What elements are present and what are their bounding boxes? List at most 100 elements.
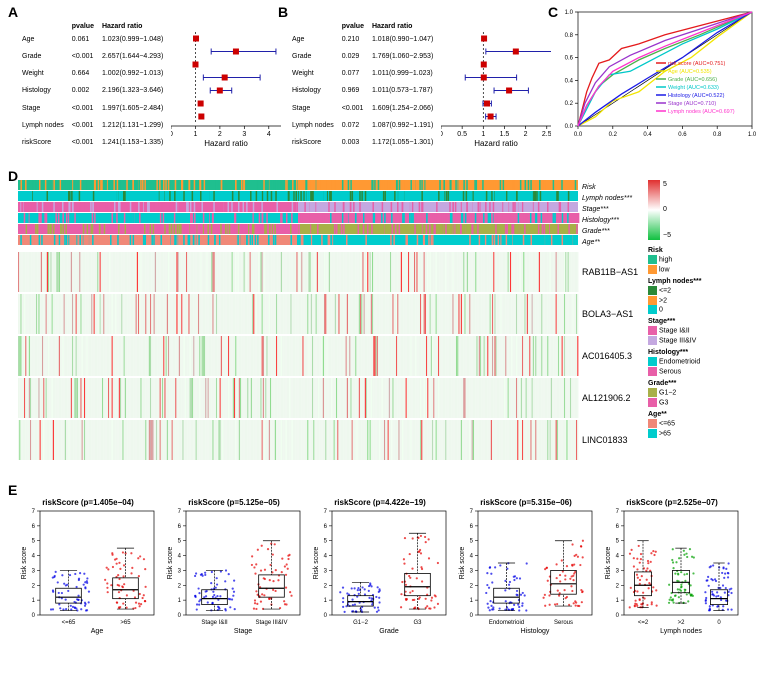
heatmap: RiskLymph nodes***Stage***Histology***Gr… (18, 180, 638, 470)
svg-text:<=2: <=2 (638, 620, 649, 626)
svg-text:0.6: 0.6 (678, 132, 687, 138)
svg-text:Lymph nodes: Lymph nodes (660, 628, 702, 635)
svg-text:7: 7 (178, 509, 182, 515)
panel-b-label: B (278, 4, 288, 20)
svg-text:Hazard ratio: Hazard ratio (204, 139, 248, 148)
svg-text:1: 1 (470, 598, 474, 604)
svg-text:Age (AUC=0.535): Age (AUC=0.535) (668, 69, 712, 75)
svg-text:2: 2 (218, 131, 222, 138)
svg-text:BOLA3−AS1: BOLA3−AS1 (582, 309, 633, 319)
svg-text:Grade***: Grade*** (582, 228, 610, 235)
svg-text:2.5: 2.5 (542, 131, 551, 138)
svg-text:risk score (AUC=0.751): risk score (AUC=0.751) (668, 61, 725, 67)
svg-text:2: 2 (32, 583, 36, 589)
forest-plot-a: pvalueHazard ratioAge0.0611.023(0.999−1.… (18, 22, 268, 151)
svg-text:0: 0 (470, 613, 474, 619)
svg-text:3: 3 (243, 131, 247, 138)
svg-text:4: 4 (267, 131, 271, 138)
svg-text:Histology (AUC=0.522): Histology (AUC=0.522) (668, 93, 725, 99)
svg-text:G3: G3 (413, 620, 422, 626)
svg-text:1: 1 (178, 598, 182, 604)
svg-text:0: 0 (178, 613, 182, 619)
svg-text:1: 1 (194, 131, 198, 138)
svg-text:0.4: 0.4 (643, 132, 652, 138)
panel-e-label: E (8, 482, 17, 498)
svg-text:5: 5 (470, 539, 474, 545)
svg-text:0: 0 (441, 131, 443, 138)
svg-text:Age**: Age** (581, 239, 600, 246)
boxplot-row: riskScore (p=1.405e−04)01234567Risk scor… (18, 498, 758, 639)
svg-text:6: 6 (32, 524, 36, 530)
svg-text:Hazard ratio: Hazard ratio (474, 139, 518, 148)
svg-text:1.0: 1.0 (748, 132, 756, 138)
svg-text:Lymph nodes (AUC=0.697): Lymph nodes (AUC=0.697) (668, 109, 735, 115)
svg-text:1: 1 (32, 598, 36, 604)
svg-text:6: 6 (178, 524, 182, 530)
svg-text:LINC01833: LINC01833 (582, 435, 628, 445)
svg-text:5: 5 (32, 539, 36, 545)
svg-text:Histology: Histology (521, 628, 550, 635)
svg-text:5: 5 (178, 539, 182, 545)
svg-text:Risk score: Risk score (21, 547, 28, 580)
svg-text:6: 6 (470, 524, 474, 530)
svg-text:3: 3 (470, 568, 474, 574)
svg-text:7: 7 (470, 509, 474, 515)
svg-text:Stage (AUC=0.710): Stage (AUC=0.710) (668, 101, 716, 107)
svg-text:Stage I&II: Stage I&II (201, 620, 228, 626)
svg-text:0.8: 0.8 (565, 33, 574, 39)
svg-text:2: 2 (524, 131, 528, 138)
svg-text:Risk score: Risk score (167, 547, 174, 580)
svg-text:Stage III&IV: Stage III&IV (255, 620, 287, 626)
svg-text:Stage***: Stage*** (582, 206, 609, 213)
panel-a-label: A (8, 4, 18, 20)
svg-text:1.0: 1.0 (565, 10, 574, 16)
svg-text:Grade: Grade (379, 628, 399, 635)
svg-text:Risk score: Risk score (459, 547, 466, 580)
svg-text:0.4: 0.4 (565, 78, 574, 84)
svg-text:4: 4 (470, 554, 474, 560)
svg-text:Risk score: Risk score (605, 547, 612, 580)
svg-text:2: 2 (178, 583, 182, 589)
svg-text:0: 0 (324, 613, 328, 619)
svg-text:4: 4 (324, 554, 328, 560)
svg-text:Risk score: Risk score (313, 547, 320, 580)
svg-text:>65: >65 (120, 620, 131, 626)
svg-text:Stage: Stage (234, 628, 252, 635)
svg-text:3: 3 (32, 568, 36, 574)
svg-text:Endometrioid: Endometrioid (489, 620, 524, 626)
svg-text:7: 7 (324, 509, 328, 515)
svg-text:3: 3 (324, 568, 328, 574)
svg-text:Serous: Serous (554, 620, 573, 626)
svg-text:0.8: 0.8 (713, 132, 722, 138)
svg-text:0.5: 0.5 (458, 131, 468, 138)
svg-text:4: 4 (32, 554, 36, 560)
svg-text:Age: Age (91, 628, 104, 635)
svg-text:0: 0 (616, 613, 620, 619)
svg-text:3: 3 (178, 568, 182, 574)
svg-text:4: 4 (178, 554, 182, 560)
svg-text:RAB11B−AS1: RAB11B−AS1 (582, 267, 638, 277)
svg-text:5: 5 (324, 539, 328, 545)
svg-text:2: 2 (324, 583, 328, 589)
svg-text:G1−2: G1−2 (353, 620, 369, 626)
svg-text:0.0: 0.0 (565, 124, 574, 130)
svg-text:0: 0 (717, 620, 721, 626)
svg-text:1: 1 (616, 598, 620, 604)
svg-text:1: 1 (482, 131, 486, 138)
svg-text:Grade (AUC=0.656): Grade (AUC=0.656) (668, 77, 717, 83)
svg-text:Histology***: Histology*** (582, 217, 619, 224)
svg-text:7: 7 (32, 509, 36, 515)
forest-plot-b: pvalueHazard ratioAge0.2101.018(0.990−1.… (288, 22, 538, 151)
svg-text:1: 1 (324, 598, 328, 604)
svg-text:AL121906.2: AL121906.2 (582, 393, 631, 403)
svg-text:6: 6 (324, 524, 328, 530)
svg-text:2: 2 (616, 583, 620, 589)
roc-plot: 0.00.00.20.20.40.40.60.60.80.81.01.0risk… (556, 8, 761, 163)
svg-text:0.6: 0.6 (565, 56, 574, 62)
svg-text:0.2: 0.2 (609, 132, 618, 138)
svg-text:1.5: 1.5 (500, 131, 510, 138)
svg-text:AC016405.3: AC016405.3 (582, 351, 632, 361)
heatmap-legend: 50−5RiskhighlowLymph nodes***<=2>20Stage… (648, 180, 760, 438)
svg-text:>2: >2 (678, 620, 686, 626)
svg-text:3: 3 (616, 568, 620, 574)
